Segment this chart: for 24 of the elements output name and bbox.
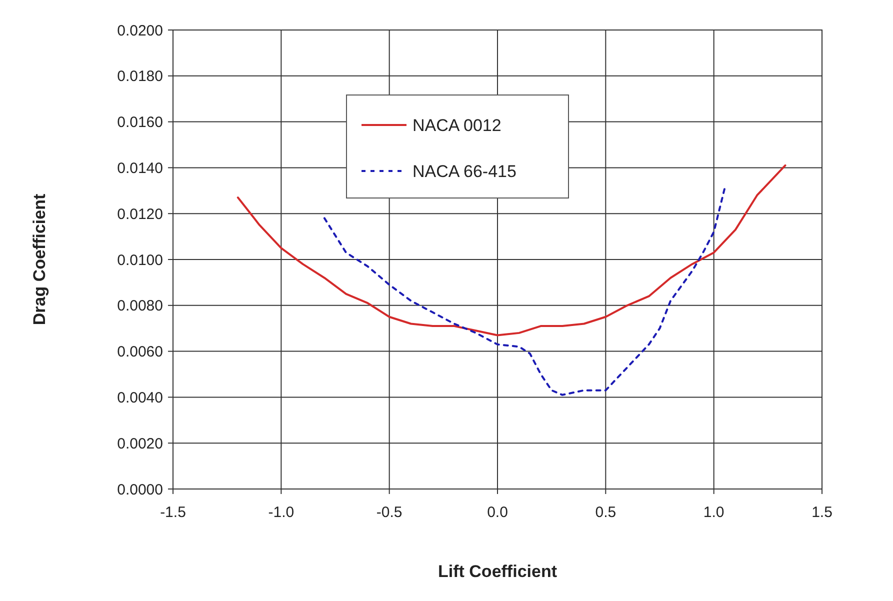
x-tick-label: -0.5 xyxy=(376,504,402,521)
y-tick-label: 0.0060 xyxy=(117,344,163,361)
x-tick-label: 0.5 xyxy=(595,504,616,521)
y-tick-label: 0.0100 xyxy=(117,252,163,269)
y-tick-label: 0.0180 xyxy=(117,68,163,86)
x-tick-label: 1.5 xyxy=(812,504,832,521)
y-tick-label: 0.0200 xyxy=(117,22,163,40)
y-axis-title: Drag Coefficient xyxy=(30,194,49,326)
x-tick-label: -1.0 xyxy=(268,504,294,521)
y-tick-label: 0.0140 xyxy=(117,160,163,177)
y-tick-label: 0.0080 xyxy=(117,298,163,315)
y-tick-label: 0.0160 xyxy=(117,114,163,132)
x-axis-title: Lift Coefficient xyxy=(438,562,558,581)
y-tick-label: 0.0000 xyxy=(117,481,163,498)
x-tick-label: 1.0 xyxy=(703,504,724,521)
y-tick-label: 0.0020 xyxy=(117,435,163,452)
y-tick-label: 0.0040 xyxy=(117,389,163,406)
x-tick-label: -1.5 xyxy=(160,504,186,521)
line-series xyxy=(236,164,786,336)
legend-label: NACA 0012 xyxy=(412,116,502,135)
legend-label: NACA 66-415 xyxy=(412,162,516,181)
y-tick-label: 0.0120 xyxy=(117,206,163,223)
line-series xyxy=(323,187,726,396)
x-tick-label: 0.0 xyxy=(487,504,508,521)
